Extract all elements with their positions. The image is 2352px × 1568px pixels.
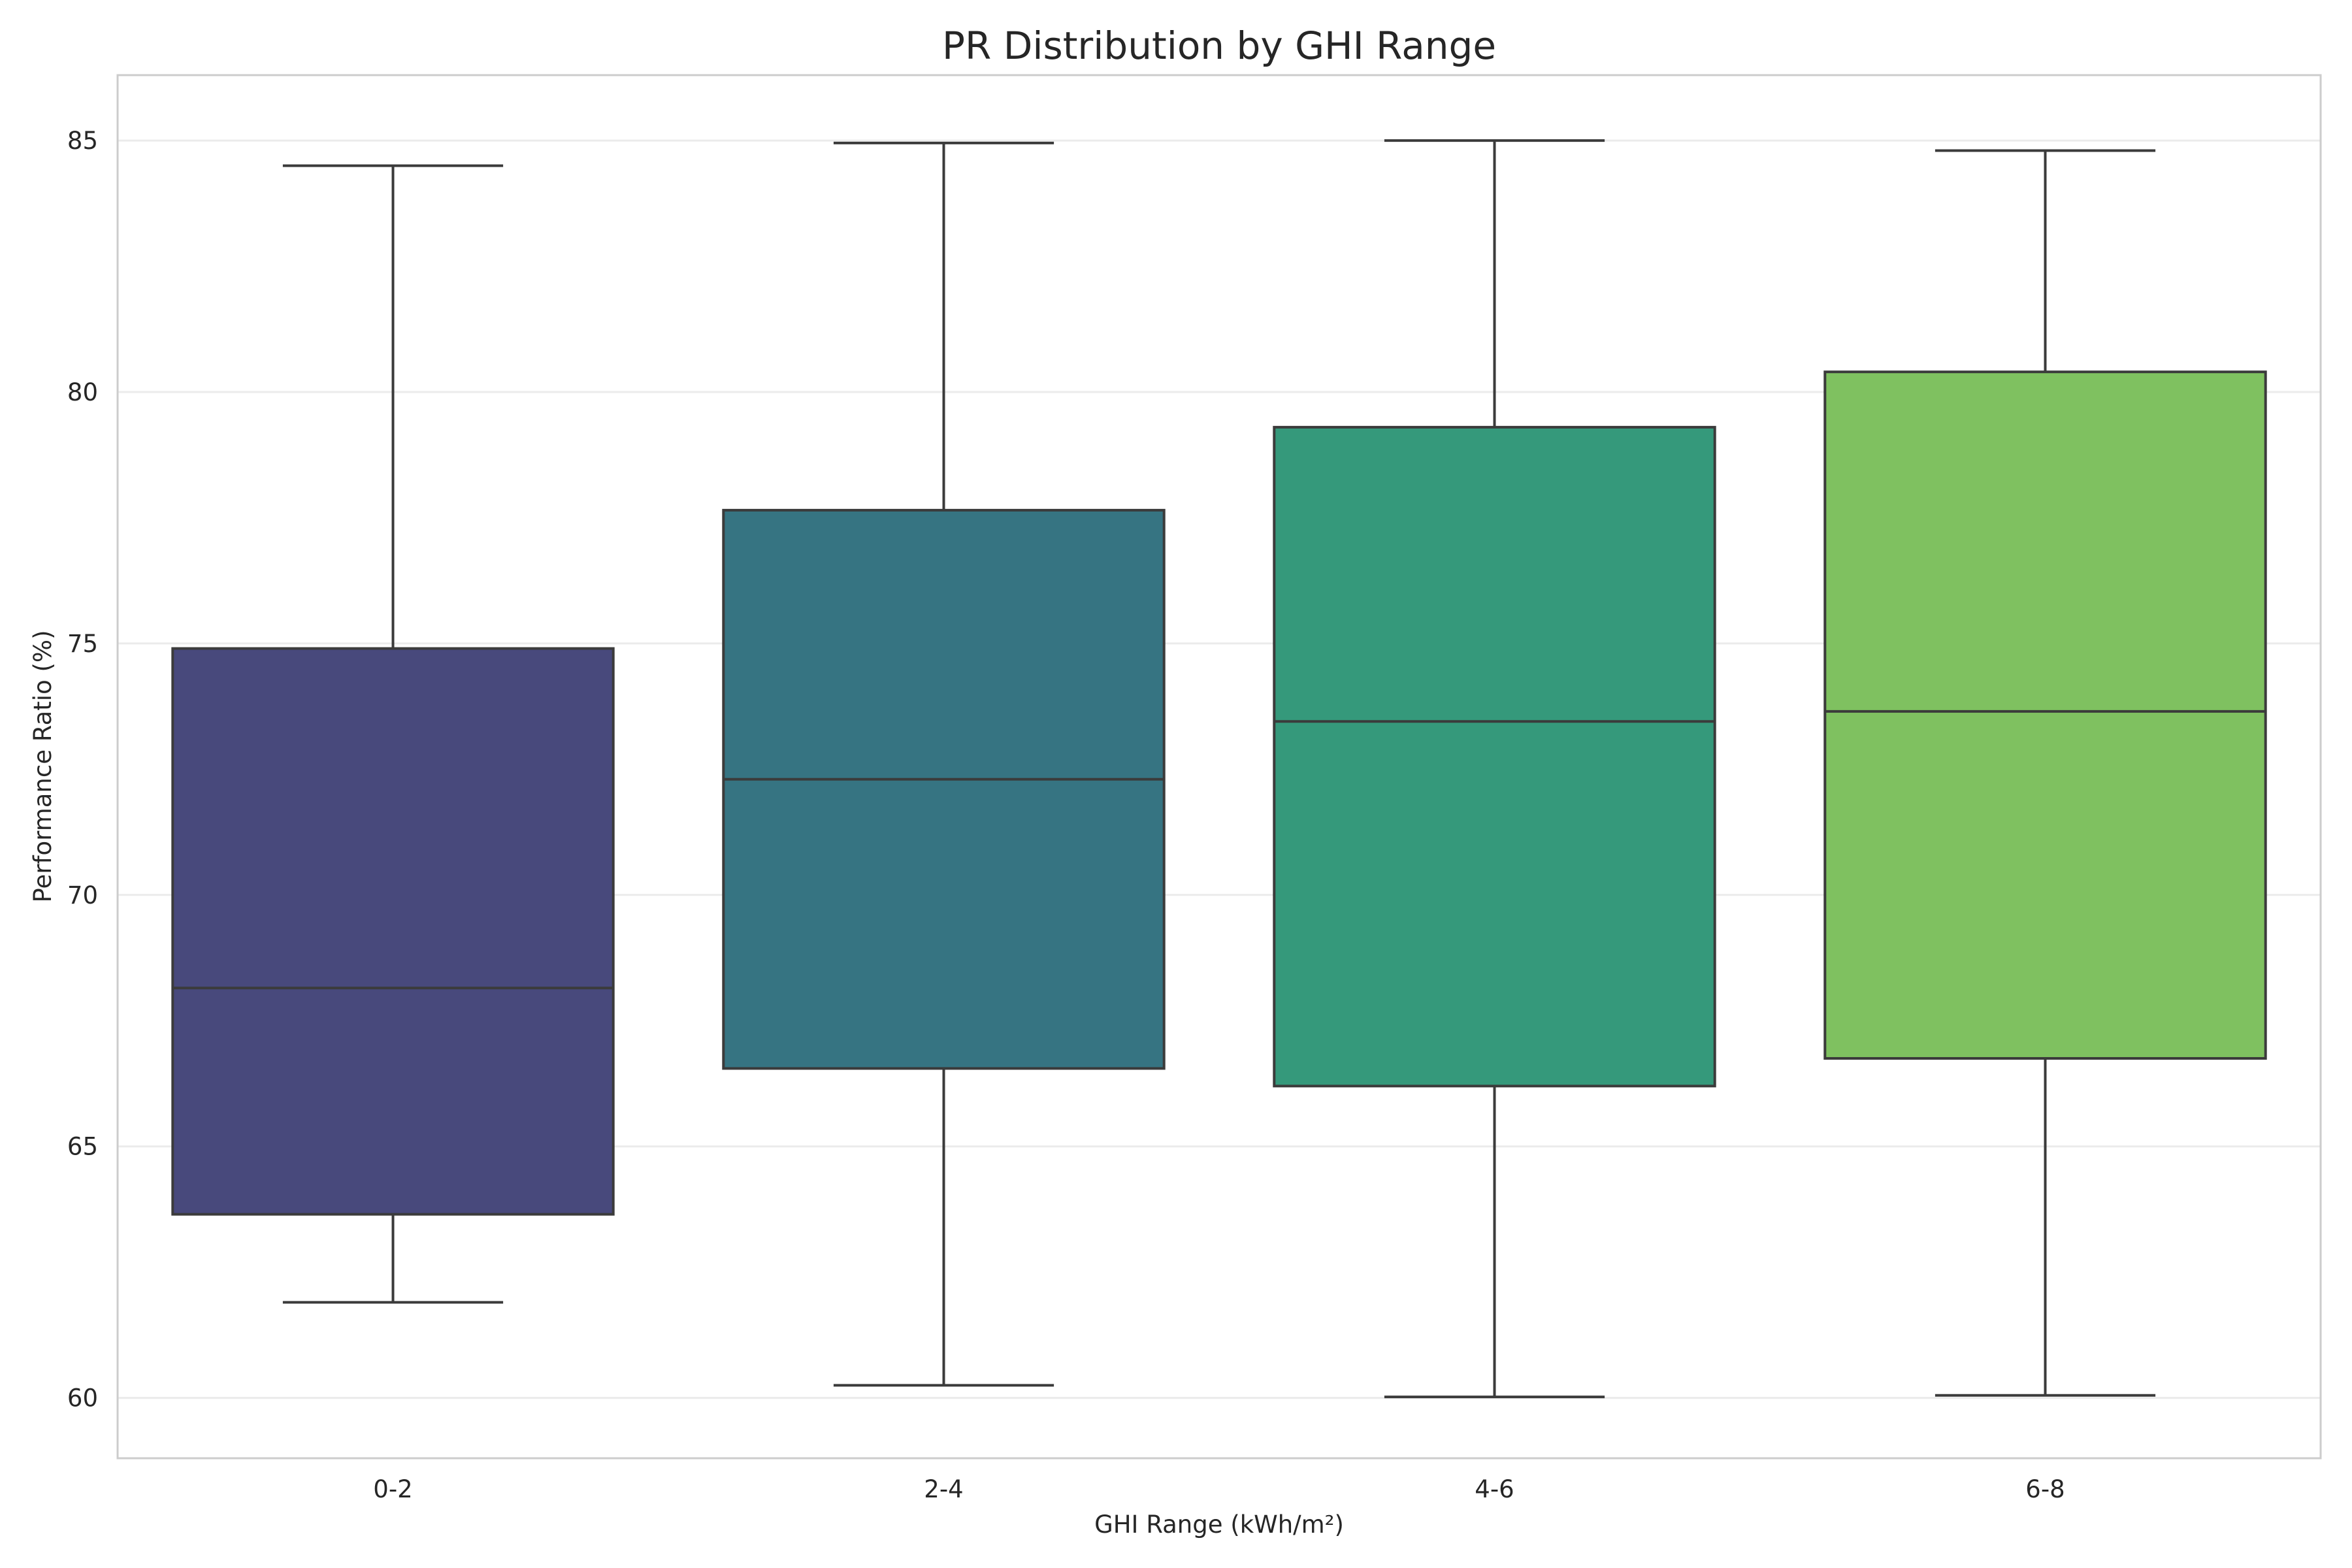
box-4-6 bbox=[1273, 139, 1716, 1399]
x-tick-label: 6-8 bbox=[2025, 1475, 2065, 1503]
iqr-box bbox=[171, 647, 615, 1216]
x-axis-label: GHI Range (kWh/m²) bbox=[1094, 1511, 1344, 1539]
y-tick-label: 65 bbox=[67, 1133, 98, 1161]
box-2-4 bbox=[722, 141, 1166, 1387]
boxes bbox=[171, 139, 2267, 1399]
plot-frame bbox=[116, 74, 2322, 1460]
y-tick-label: 80 bbox=[67, 378, 98, 406]
y-axis-label: Performance Ratio (%) bbox=[29, 630, 57, 902]
iqr-box bbox=[1273, 425, 1716, 1088]
chart-title: PR Distribution by GHI Range bbox=[942, 24, 1496, 68]
x-tick-label: 2-4 bbox=[924, 1475, 963, 1503]
y-axis-ticks: 60 65 70 75 80 85 bbox=[67, 127, 98, 1413]
x-axis-ticks: 0-2 2-4 4-6 6-8 bbox=[373, 1475, 2065, 1503]
iqr-box bbox=[722, 508, 1166, 1070]
x-tick-label: 0-2 bbox=[373, 1475, 412, 1503]
x-tick-label: 4-6 bbox=[1475, 1475, 1514, 1503]
y-tick-label: 60 bbox=[67, 1384, 98, 1413]
box-6-8 bbox=[1823, 149, 2267, 1397]
box-0-2 bbox=[171, 164, 615, 1304]
y-tick-label: 85 bbox=[67, 127, 98, 155]
iqr-box bbox=[1823, 370, 2267, 1060]
y-tick-label: 70 bbox=[67, 881, 98, 909]
y-tick-label: 75 bbox=[67, 630, 98, 658]
